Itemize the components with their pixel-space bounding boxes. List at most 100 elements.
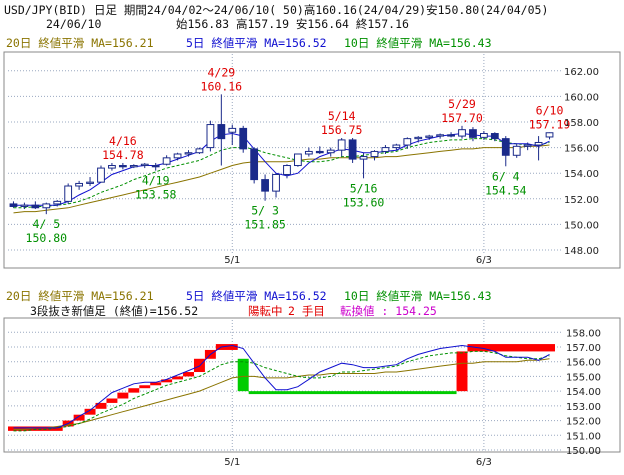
candle	[534, 136, 543, 161]
annotation-price: 153.58	[135, 188, 177, 202]
three-line-status-state: 陽転中	[248, 304, 283, 318]
annotation-price: 156.75	[321, 123, 363, 137]
candle-body-down	[250, 148, 259, 181]
candle	[129, 164, 138, 169]
candle-body-up	[97, 167, 105, 183]
candle	[283, 164, 291, 179]
candle	[140, 162, 149, 169]
candle-body-up	[283, 165, 291, 175]
block-up	[161, 379, 173, 383]
candle-body-up	[304, 150, 313, 155]
candle	[75, 180, 84, 190]
candle	[490, 132, 499, 142]
candle	[228, 124, 237, 146]
candle-body-up	[359, 156, 368, 160]
annotation-price: 157.70	[441, 111, 483, 125]
y-tick-label: 154.00	[564, 169, 599, 180]
candle-body-down	[348, 139, 357, 160]
y-tick-label: 155.00	[566, 372, 601, 383]
candle	[545, 132, 554, 140]
candle-body-up	[173, 153, 182, 159]
annotation-date: 6/10	[536, 103, 564, 117]
annotation-price: 150.80	[26, 231, 68, 245]
annotation-price: 154.78	[102, 148, 144, 162]
x-tick-label: 5/1	[224, 457, 240, 468]
candle-body-down	[261, 179, 269, 192]
candle	[42, 202, 51, 215]
annotation-date: 4/29	[207, 65, 235, 79]
candle	[162, 155, 171, 166]
top-panel-candles	[9, 94, 554, 215]
bottom-panel-moving-averages	[13, 344, 550, 432]
candle-body-up	[414, 136, 423, 140]
block-up	[106, 398, 118, 403]
candle-body-up	[392, 144, 401, 149]
candle	[9, 201, 18, 208]
y-tick-label: 160.00	[564, 92, 599, 103]
y-tick-label: 162.00	[564, 67, 599, 78]
ma20-line-bottom	[13, 358, 550, 430]
three-line-status-count: 2 手目	[288, 304, 325, 318]
candle	[479, 130, 488, 140]
y-tick-label: 156.00	[566, 358, 601, 369]
y-tick-label: 150.00	[564, 220, 599, 231]
legend-ma20-top: 20日 終値平滑 MA=156.21	[6, 36, 154, 50]
candle-body-down	[239, 127, 248, 150]
legend-ma5-top: 5日 終値平滑 MA=156.52	[186, 36, 327, 50]
y-tick-label: 154.00	[566, 387, 601, 398]
candle	[337, 138, 346, 157]
candle	[184, 150, 193, 157]
candle-body-up	[42, 203, 51, 209]
candle-body-up	[140, 163, 149, 167]
block-up	[456, 351, 468, 392]
annotation-date: 4/19	[142, 174, 170, 188]
candle-body-down	[447, 134, 455, 137]
ma10-line-top	[13, 138, 550, 209]
legend-ma5-bottom: 5日 終値平滑 MA=156.52	[186, 289, 327, 303]
candle	[108, 162, 116, 171]
candle-body-up	[458, 129, 466, 137]
top-panel-y-axis: 162.00 160.00 158.00 156.00 154.00 152.00 150.…	[564, 67, 599, 257]
candle-body-down	[9, 203, 18, 207]
candle-body-down	[490, 133, 499, 140]
x-tick-label: 6/3	[476, 255, 492, 266]
candle-body-up	[337, 139, 346, 151]
block-up	[117, 392, 129, 399]
candle-body-up	[129, 165, 138, 168]
candle-body-up	[195, 148, 204, 154]
candle	[403, 137, 412, 149]
block-up	[8, 426, 63, 431]
block-up	[128, 388, 140, 393]
candle-body-down	[31, 204, 40, 209]
candle-body-up	[370, 150, 379, 158]
candle	[206, 120, 215, 152]
block-up	[215, 344, 238, 350]
candle-body-up	[512, 145, 521, 156]
candle-body-down	[469, 129, 477, 138]
y-tick-label: 148.00	[564, 246, 599, 257]
x-tick-label: 6/3	[476, 457, 492, 468]
annotation-price: 151.85	[244, 218, 286, 232]
ma10-line-bottom	[13, 350, 550, 432]
candle	[381, 145, 390, 154]
candle	[97, 165, 105, 183]
block-up	[84, 408, 96, 415]
block-up	[139, 385, 151, 389]
candle	[501, 136, 510, 167]
block-up	[183, 372, 194, 377]
candle-body-up	[294, 153, 302, 167]
chart-header-title: USD/JPY(BID) 日足 期間24/04/02～24/06/10( 50)…	[4, 3, 548, 17]
candle	[64, 183, 73, 204]
candle-body-down	[315, 150, 324, 154]
block-up	[172, 376, 184, 380]
candle-body-up	[326, 149, 335, 154]
annotation-price: 157.19	[529, 117, 571, 131]
candle	[173, 152, 182, 161]
candle-body-up	[534, 141, 543, 146]
annotation-price: 153.60	[343, 195, 385, 209]
candle-body-up	[381, 147, 390, 152]
candle	[447, 132, 455, 138]
candle-body-up	[425, 135, 434, 138]
